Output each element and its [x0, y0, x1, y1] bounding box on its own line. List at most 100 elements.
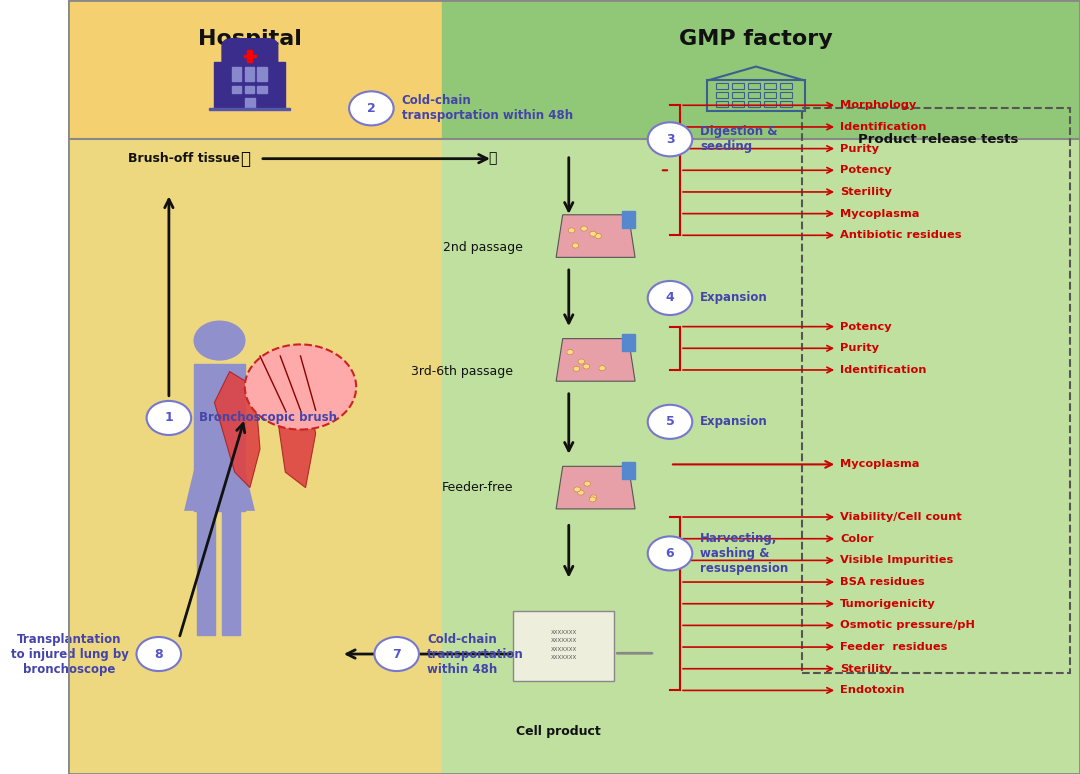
Bar [748, 101, 760, 107]
Text: Bronchoscopic brush: Bronchoscopic brush [199, 412, 337, 424]
Circle shape [648, 405, 692, 439]
Text: XXXXXXX: XXXXXXX [551, 639, 577, 643]
Bar [232, 74, 241, 81]
Bar [245, 74, 254, 81]
Bar [244, 55, 256, 57]
Text: Endotoxin: Endotoxin [840, 686, 905, 695]
Bar [442, 0, 1080, 139]
Bar [210, 108, 291, 110]
Text: Brush-off tissue: Brush-off tissue [129, 152, 240, 165]
Polygon shape [184, 364, 255, 511]
Circle shape [583, 364, 590, 369]
Circle shape [590, 231, 596, 236]
Circle shape [581, 226, 588, 231]
Circle shape [648, 281, 692, 315]
Bar [622, 334, 635, 351]
Bar [257, 74, 267, 81]
Text: Visible Impurities: Visible Impurities [840, 556, 954, 565]
Bar [198, 507, 215, 635]
Circle shape [648, 536, 692, 570]
Bar [257, 67, 267, 74]
Circle shape [590, 497, 596, 502]
Text: Identification: Identification [840, 365, 927, 375]
Text: Purity: Purity [840, 144, 879, 153]
Text: Purity: Purity [840, 344, 879, 353]
Bar [245, 86, 254, 93]
Circle shape [578, 490, 584, 495]
Bar [622, 211, 635, 228]
Bar [245, 98, 255, 108]
Circle shape [568, 228, 575, 233]
Bar [247, 50, 253, 62]
Text: Digestion &
seeding: Digestion & seeding [700, 125, 778, 153]
Text: Mycoplasma: Mycoplasma [840, 460, 919, 469]
Circle shape [572, 243, 579, 248]
Text: 🧫: 🧫 [240, 149, 249, 168]
Polygon shape [556, 339, 635, 381]
Text: Cell product: Cell product [516, 725, 600, 738]
Text: BSA residues: BSA residues [840, 577, 924, 587]
Polygon shape [275, 372, 315, 488]
Bar [194, 364, 245, 511]
Bar [765, 101, 777, 107]
Bar [732, 101, 744, 107]
Bar [232, 67, 241, 74]
Bar [781, 101, 793, 107]
Text: 5: 5 [665, 416, 674, 428]
Circle shape [375, 637, 419, 671]
Text: Expansion: Expansion [700, 416, 768, 428]
Circle shape [349, 91, 393, 125]
Text: Viability/Cell count: Viability/Cell count [840, 512, 962, 522]
Text: Cold-chain
transportation
within 48h: Cold-chain transportation within 48h [427, 632, 524, 676]
Circle shape [595, 234, 602, 238]
Text: Color: Color [840, 534, 874, 543]
Text: 3rd-6th passage: 3rd-6th passage [411, 365, 513, 378]
Text: Product release tests: Product release tests [859, 133, 1018, 146]
Bar [748, 92, 760, 98]
Circle shape [136, 637, 181, 671]
Circle shape [578, 359, 584, 364]
Bar [215, 62, 285, 108]
Text: 6: 6 [665, 547, 674, 560]
Circle shape [567, 350, 573, 354]
Text: Sterility: Sterility [840, 187, 892, 197]
Polygon shape [556, 215, 635, 257]
Circle shape [590, 495, 597, 500]
Bar [513, 611, 615, 681]
Text: 2nd passage: 2nd passage [443, 241, 523, 254]
Bar [716, 101, 728, 107]
Text: Hospital: Hospital [198, 29, 301, 49]
Bar [232, 86, 241, 93]
Text: Feeder  residues: Feeder residues [840, 642, 947, 652]
Text: Sterility: Sterility [840, 664, 892, 673]
Text: 4: 4 [665, 292, 674, 304]
Circle shape [648, 122, 692, 156]
Text: XXXXXXX: XXXXXXX [551, 630, 577, 635]
Text: Identification: Identification [840, 122, 927, 132]
Bar [732, 92, 744, 98]
Text: GMP factory: GMP factory [679, 29, 833, 49]
Polygon shape [215, 372, 260, 488]
Circle shape [245, 344, 356, 430]
Text: Tumorigenicity: Tumorigenicity [840, 599, 936, 608]
Circle shape [598, 365, 606, 371]
Circle shape [147, 401, 191, 435]
Bar [765, 84, 777, 90]
Circle shape [573, 366, 580, 372]
Bar [257, 86, 267, 93]
Bar [68, 0, 442, 139]
Text: XXXXXXX: XXXXXXX [551, 655, 577, 660]
Bar [781, 92, 793, 98]
Bar [716, 92, 728, 98]
Bar [732, 84, 744, 90]
Text: 🧫: 🧫 [488, 152, 497, 166]
Text: 7: 7 [392, 648, 401, 660]
Bar [442, 139, 1080, 774]
Bar [765, 92, 777, 98]
Circle shape [584, 481, 591, 486]
Text: 2: 2 [367, 102, 376, 115]
FancyBboxPatch shape [222, 39, 278, 72]
Text: Mycoplasma: Mycoplasma [840, 209, 919, 218]
Text: 3: 3 [665, 133, 674, 146]
Text: Feeder-free: Feeder-free [442, 481, 513, 494]
